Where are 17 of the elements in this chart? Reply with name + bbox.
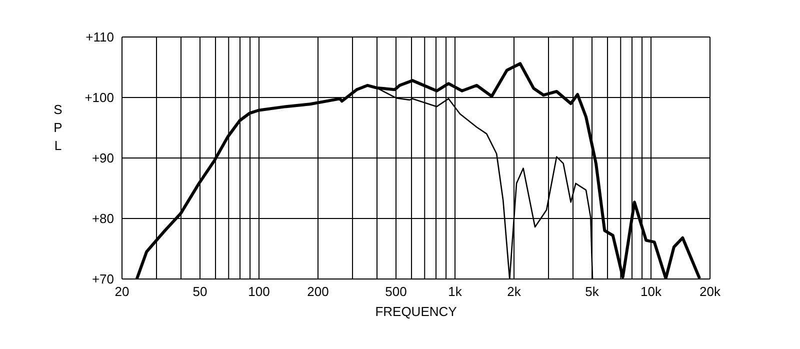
x-tick-label: 20k bbox=[700, 284, 721, 300]
y-tick-label: +70 bbox=[92, 272, 114, 287]
x-tick-label: 10k bbox=[640, 284, 662, 300]
x-tick-label: 20 bbox=[114, 284, 130, 300]
y-tick-label: +110 bbox=[86, 30, 114, 45]
x-tick-label: 2k bbox=[507, 284, 522, 300]
x-tick-label: 1k bbox=[448, 284, 462, 300]
y-tick-label: +80 bbox=[92, 211, 114, 226]
x-axis-title: FREQUENCY bbox=[375, 304, 458, 319]
y-tick-label: +90 bbox=[92, 150, 114, 166]
x-tick-label: 200 bbox=[307, 284, 329, 300]
x-tick-label: 100 bbox=[248, 284, 270, 300]
x-tick-label: 500 bbox=[385, 284, 407, 300]
y-tick-label: +100 bbox=[84, 90, 114, 106]
y-axis-title: SPL bbox=[54, 102, 63, 153]
x-tick-label: 50 bbox=[192, 284, 208, 300]
x-tick-label: 5k bbox=[585, 284, 600, 300]
